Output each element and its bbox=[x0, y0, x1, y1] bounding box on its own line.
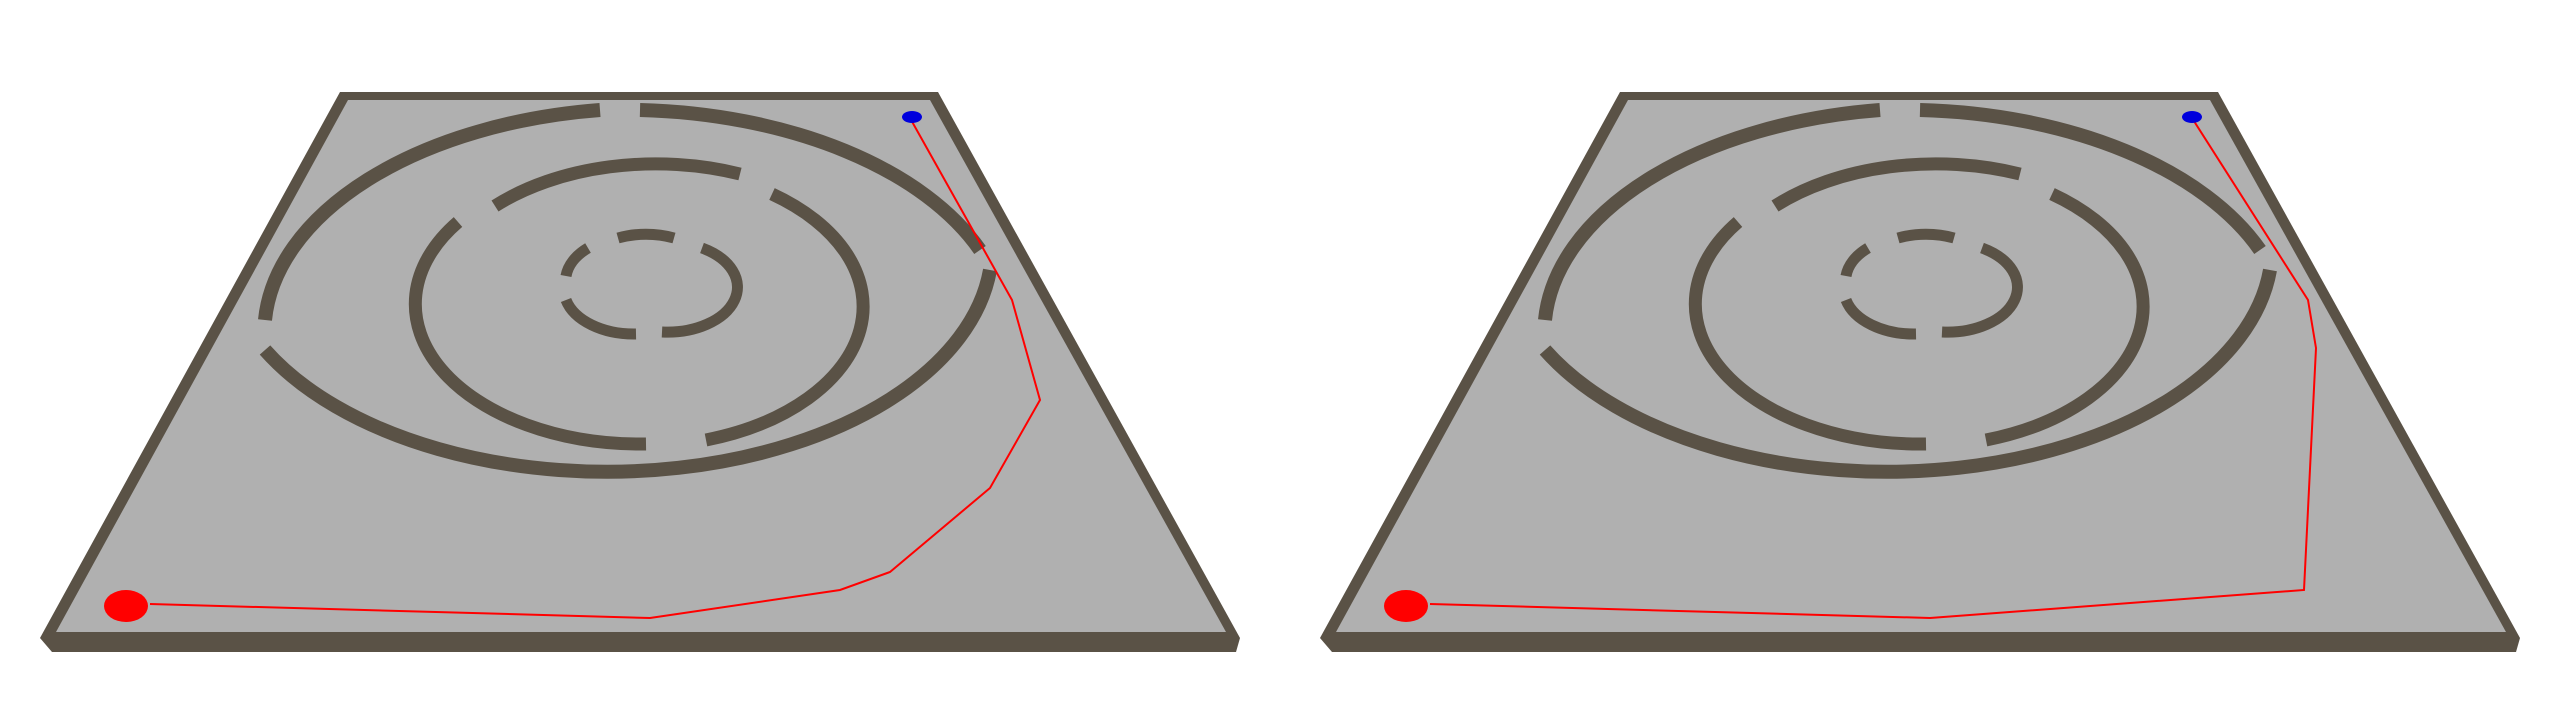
start-marker bbox=[1384, 590, 1428, 622]
middle-ring-wall bbox=[491, 157, 742, 212]
maze-floor bbox=[1336, 100, 2506, 632]
goal-marker bbox=[902, 111, 922, 123]
maze-floor bbox=[56, 100, 1226, 632]
inner-ring-wall bbox=[1840, 297, 1917, 340]
middle-ring-wall bbox=[1688, 217, 1927, 451]
inner-ring-wall bbox=[1840, 243, 1871, 278]
outer-ring-wall bbox=[258, 103, 601, 321]
outer-ring-wall bbox=[1919, 103, 2266, 255]
start-marker bbox=[104, 590, 148, 622]
goal-marker bbox=[2182, 111, 2202, 123]
maze-panel-right bbox=[1280, 0, 2560, 720]
inner-ring-wall bbox=[661, 242, 743, 338]
inner-ring-wall bbox=[1941, 242, 2023, 338]
inner-ring-wall bbox=[616, 228, 676, 244]
middle-ring-wall bbox=[704, 188, 870, 447]
middle-ring-wall bbox=[408, 217, 647, 451]
solution-path bbox=[1429, 117, 2318, 620]
outer-ring-wall bbox=[1538, 103, 1881, 321]
outer-ring-wall bbox=[639, 103, 986, 255]
maze-view-right bbox=[1320, 92, 2520, 652]
maze-view-left bbox=[40, 92, 1240, 652]
outer-ring-wall bbox=[259, 268, 997, 479]
middle-ring-wall bbox=[1771, 157, 2022, 212]
outer-ring-wall bbox=[1539, 268, 2277, 479]
inner-ring-wall bbox=[560, 297, 637, 340]
inner-ring-wall bbox=[1896, 228, 1956, 244]
solution-path bbox=[149, 117, 1042, 620]
middle-ring-wall bbox=[1984, 188, 2150, 447]
inner-ring-wall bbox=[560, 243, 591, 278]
maze-panel-left bbox=[40, 92, 1240, 652]
